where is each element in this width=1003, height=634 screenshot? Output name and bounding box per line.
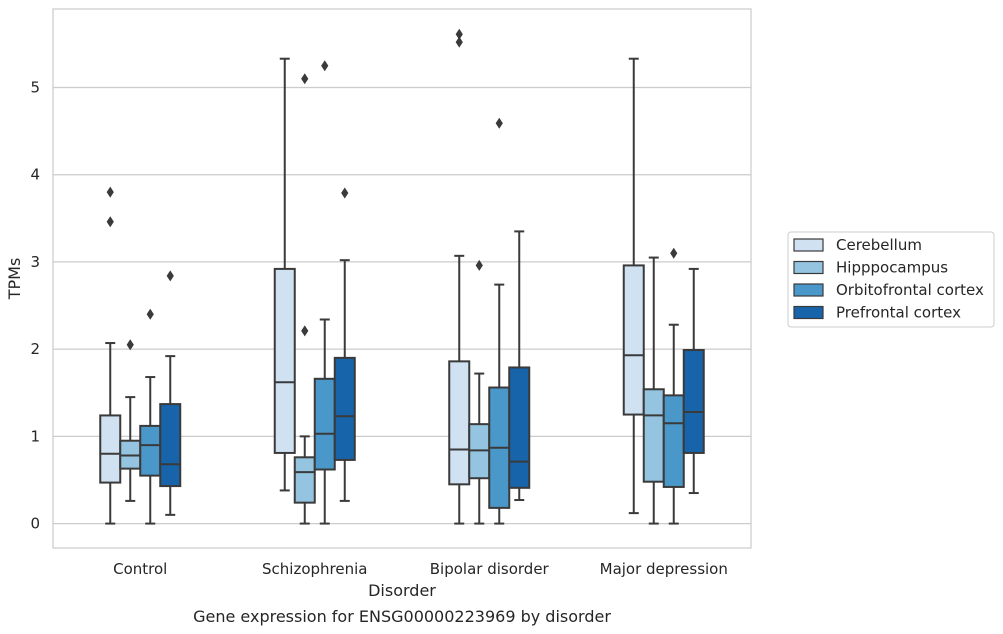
outlier-point [106, 186, 114, 198]
outlier-point [495, 117, 503, 129]
x-tick-label: Schizophrenia [262, 560, 367, 578]
outlier-point [301, 73, 309, 85]
x-tick-label: Control [113, 560, 167, 578]
outlier-point [455, 28, 463, 40]
outlier-point [455, 36, 463, 48]
legend-frame [787, 231, 995, 328]
legend-swatch [793, 283, 824, 297]
box [159, 270, 182, 516]
box [293, 73, 316, 525]
series-cerebellum [99, 28, 645, 525]
y-tick-label: 1 [30, 427, 40, 445]
outlier-point [475, 259, 483, 271]
box-body [622, 264, 645, 416]
box [99, 186, 122, 525]
legend-item: Orbitofrontal cortex [793, 281, 984, 299]
box [313, 60, 336, 525]
outlier-point [670, 247, 678, 259]
box-body [662, 394, 685, 488]
box-body [508, 366, 531, 489]
legend-swatch [793, 260, 824, 275]
outlier-point [341, 187, 349, 199]
box-body [159, 403, 182, 488]
legend-item: Cerebellum [793, 236, 922, 254]
box-body [273, 267, 296, 454]
legend-label: Hipppocampus [836, 259, 948, 277]
y-tick-labels: 0 1 2 3 4 5 [30, 78, 40, 532]
x-tick-label: Major depression [600, 560, 728, 578]
box-body [99, 414, 122, 484]
outlier-point [321, 60, 329, 72]
y-tick-label: 0 [30, 515, 40, 533]
series-orbitofrontal-cortex [139, 60, 685, 525]
legend-label: Prefrontal cortex [836, 304, 961, 322]
legend-item: Hipppocampus [793, 259, 948, 277]
y-tick-label: 3 [30, 253, 40, 271]
box [273, 57, 296, 492]
legend-item: Prefrontal cortex [793, 304, 961, 322]
y-tick-label: 5 [30, 78, 40, 96]
box-series [99, 28, 705, 525]
legend-swatch [793, 238, 824, 252]
box [468, 259, 491, 525]
box [682, 267, 705, 495]
chart-caption: Gene expression for ENSG00000223969 by d… [193, 607, 611, 626]
outlier-point [166, 270, 174, 282]
y-tick-label: 2 [30, 340, 40, 358]
box-body [293, 456, 316, 504]
outlier-point [106, 216, 114, 228]
box-body [333, 356, 356, 461]
box-body [642, 388, 665, 483]
box [139, 308, 162, 525]
outlier-point [126, 339, 134, 351]
series-prefrontal-cortex [159, 187, 705, 516]
box [642, 256, 665, 525]
series-hipppocampus [119, 73, 665, 525]
legend-swatch [793, 305, 824, 320]
box-body [448, 360, 471, 486]
box-body [139, 424, 162, 477]
box [448, 28, 471, 525]
box-body [682, 349, 705, 454]
box [119, 339, 142, 502]
outlier-point [146, 308, 154, 320]
x-axis-label: Disorder [368, 581, 436, 600]
box [488, 117, 511, 525]
y-axis-label: TPMs [5, 258, 24, 301]
y-tick-label: 4 [30, 166, 40, 184]
legend-label: Cerebellum [836, 236, 922, 254]
outlier-point [301, 325, 309, 337]
legend-label: Orbitofrontal cortex [836, 281, 984, 299]
box [622, 57, 645, 515]
x-tick-label: Bipolar disorder [430, 560, 550, 578]
x-tick-labels: Control Schizophrenia Bipolar disorder Majo… [113, 560, 728, 578]
box [508, 230, 531, 502]
legend: Cerebellum Hipppocampus Orbitofrontal cort… [787, 231, 995, 328]
box-body [313, 377, 336, 471]
box [662, 247, 685, 525]
plot-frame [52, 8, 752, 549]
box [333, 187, 356, 502]
